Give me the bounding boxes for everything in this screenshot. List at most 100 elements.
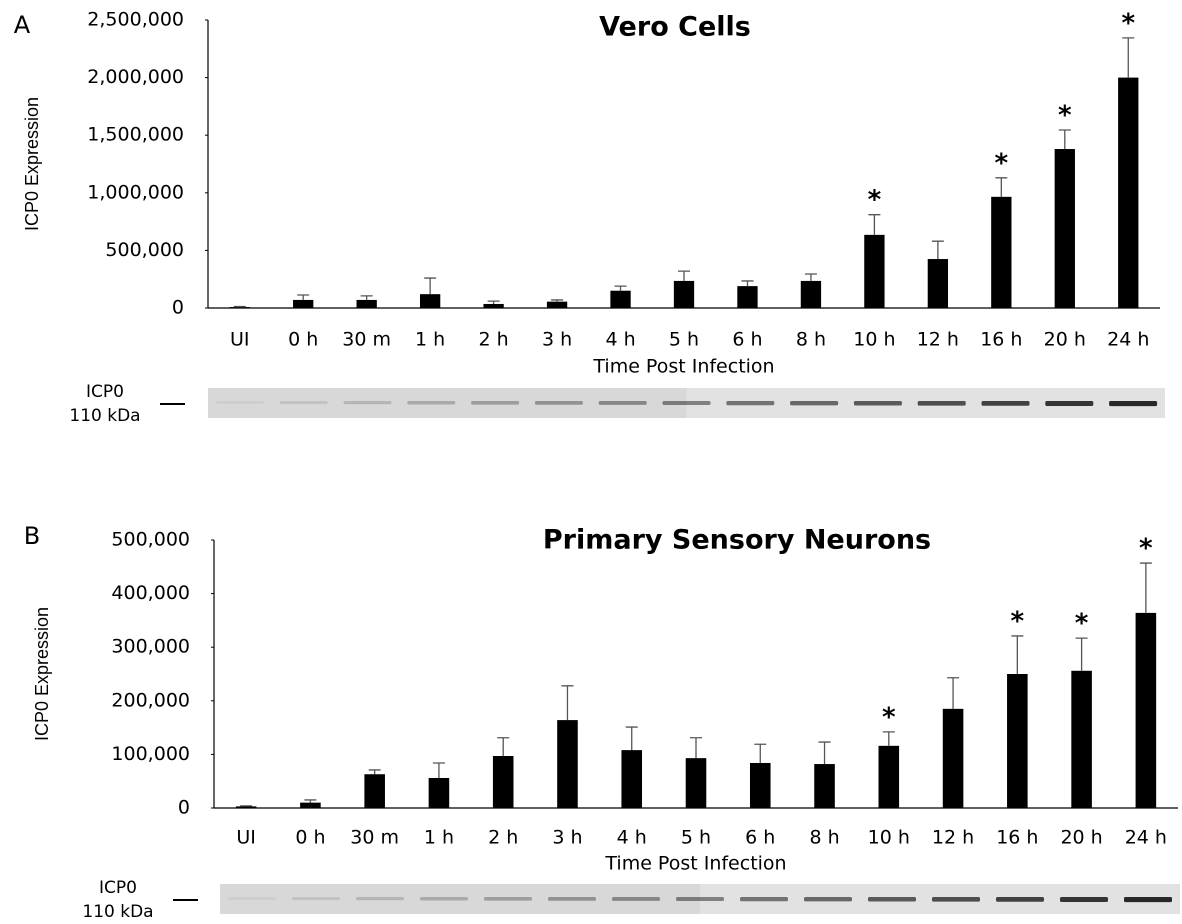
- y-tick-label: 0: [172, 297, 184, 319]
- error-bar: [234, 307, 246, 308]
- y-tick-label: 100,000: [111, 743, 190, 765]
- x-tick-label: 12 h: [917, 329, 959, 351]
- x-tick-label: 30 m: [350, 827, 399, 849]
- blot-band: [726, 401, 774, 405]
- blot-band: [868, 897, 916, 902]
- x-tick-label: 16 h: [996, 827, 1038, 849]
- x-tick-label: 6 h: [732, 329, 762, 351]
- significance-marker: *: [1121, 8, 1135, 38]
- bar: [420, 294, 440, 308]
- x-tick-label: 1 h: [424, 827, 454, 849]
- error-bar: [240, 806, 252, 807]
- bar: [357, 300, 377, 308]
- x-tick-label: 20 h: [1044, 329, 1086, 351]
- y-tick-label: 400,000: [111, 582, 190, 604]
- y-tick-label: 500,000: [111, 529, 190, 551]
- bar: [483, 304, 503, 308]
- blot-band: [740, 897, 788, 901]
- bar: [610, 291, 630, 308]
- error-bar: [883, 732, 895, 746]
- y-axis-title: ICP0 Expression: [32, 607, 52, 741]
- x-tick-label: UI: [236, 827, 256, 849]
- error-bar: [424, 278, 436, 294]
- error-bar: [995, 178, 1007, 197]
- blot-band: [804, 897, 852, 901]
- x-tick-label: 8 h: [796, 329, 826, 351]
- bar: [928, 259, 948, 308]
- blot-band: [854, 401, 902, 406]
- bar: [293, 300, 313, 308]
- significance-marker: *: [1058, 101, 1072, 131]
- x-tick-label: 3 h: [552, 827, 582, 849]
- x-tick-label: 0 h: [288, 329, 318, 351]
- y-tick-label: 2,500,000: [87, 9, 184, 31]
- x-tick-label: 3 h: [542, 329, 572, 351]
- bar: [864, 235, 884, 308]
- blot-band: [344, 401, 392, 404]
- y-tick-label: 0: [178, 797, 190, 819]
- error-bar: [1076, 638, 1088, 671]
- error-bar: [369, 770, 381, 774]
- blot-band: [996, 897, 1044, 902]
- error-bar: [1140, 563, 1152, 613]
- blot-band: [612, 897, 660, 901]
- x-tick-label: 2 h: [479, 329, 509, 351]
- bar: [364, 774, 385, 808]
- bar: [1007, 674, 1028, 808]
- error-bar: [561, 686, 573, 720]
- blot-band: [216, 401, 264, 404]
- error-bar: [754, 744, 766, 763]
- blot-label: ICP0: [86, 382, 124, 402]
- bar: [737, 286, 757, 308]
- x-tick-label: 12 h: [932, 827, 974, 849]
- y-tick-label: 200,000: [111, 689, 190, 711]
- y-tick-label: 500,000: [105, 239, 184, 261]
- x-tick-label: 6 h: [745, 827, 775, 849]
- error-bar: [1011, 636, 1023, 674]
- bar: [991, 197, 1011, 308]
- blot-size: 110 kDa: [69, 406, 140, 426]
- x-tick-label: 5 h: [669, 329, 699, 351]
- error-bar: [488, 301, 500, 304]
- bar: [493, 756, 514, 808]
- bar: [1055, 149, 1075, 308]
- bar: [300, 803, 321, 808]
- bar: [621, 750, 642, 808]
- panel-label: A: [14, 11, 31, 39]
- y-tick-label: 300,000: [111, 636, 190, 658]
- bar: [557, 720, 578, 808]
- bar: [230, 307, 250, 308]
- bar: [429, 778, 450, 808]
- blot-band: [663, 401, 711, 405]
- error-bar: [626, 727, 638, 750]
- significance-marker: *: [1011, 606, 1025, 636]
- error-bar: [497, 738, 509, 756]
- blot-band: [790, 401, 838, 405]
- blot-band: [471, 401, 519, 405]
- bar: [1136, 613, 1157, 808]
- bar: [879, 746, 900, 808]
- error-bar: [551, 300, 563, 302]
- blot-band: [280, 401, 328, 404]
- blot-band: [356, 897, 404, 900]
- x-tick-label: 0 h: [295, 827, 325, 849]
- blot-band: [676, 897, 724, 901]
- blot-size: 110 kDa: [82, 902, 153, 922]
- error-bar: [868, 215, 880, 235]
- blot-band: [228, 897, 276, 900]
- blot-band: [548, 897, 596, 901]
- panel-label: B: [24, 522, 40, 550]
- error-bar: [805, 274, 817, 281]
- blot-label: ICP0: [99, 878, 137, 898]
- bar: [547, 302, 567, 308]
- bar: [674, 281, 694, 308]
- error-bar: [615, 286, 627, 291]
- bar: [750, 763, 771, 808]
- blot-band: [1109, 401, 1157, 406]
- blot-band: [599, 401, 647, 405]
- blot-band: [484, 897, 532, 901]
- x-tick-label: 4 h: [617, 827, 647, 849]
- bar: [814, 764, 835, 808]
- x-tick-label: 2 h: [488, 827, 518, 849]
- error-bar: [690, 738, 702, 758]
